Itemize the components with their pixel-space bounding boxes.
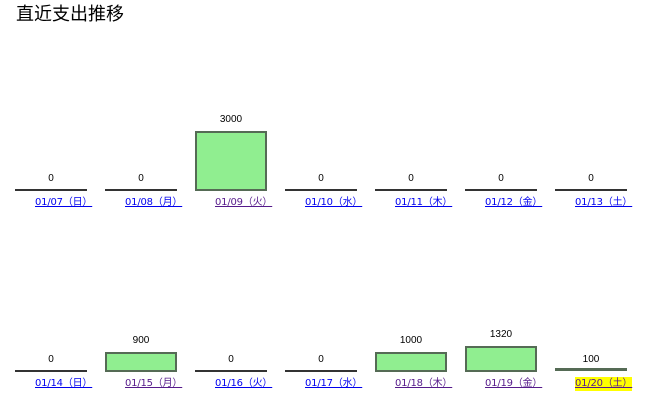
date-link[interactable]: 01/19（金） (485, 378, 543, 389)
spending-bar (105, 352, 177, 372)
date-link[interactable]: 01/09（火） (215, 197, 273, 208)
bar-value-label: 1000 (399, 335, 423, 346)
date-link[interactable]: 01/18（木） (395, 378, 453, 389)
bar-value-label: 0 (318, 354, 324, 365)
date-link[interactable]: 01/07（日） (35, 197, 93, 208)
date-link[interactable]: 01/14（日） (35, 378, 93, 389)
zero-baseline (375, 189, 447, 191)
bar-value-label: 0 (588, 173, 594, 184)
date-link[interactable]: 01/17（水） (305, 378, 363, 389)
bar-value-label: 900 (132, 335, 150, 346)
zero-baseline (15, 370, 87, 372)
bar-value-label: 0 (138, 173, 144, 184)
date-link[interactable]: 01/10（水） (305, 197, 363, 208)
spending-bar (375, 352, 447, 372)
zero-baseline (285, 370, 357, 372)
spending-bar (555, 368, 627, 371)
zero-baseline (195, 370, 267, 372)
date-link[interactable]: 01/15（月） (125, 378, 183, 389)
bar-value-label: 3000 (219, 114, 243, 125)
zero-baseline (15, 189, 87, 191)
zero-baseline (555, 189, 627, 191)
date-link[interactable]: 01/08（月） (125, 197, 183, 208)
bar-value-label: 0 (318, 173, 324, 184)
date-link[interactable]: 01/12（金） (485, 197, 543, 208)
zero-baseline (105, 189, 177, 191)
page-title: 直近支出推移 (16, 4, 124, 25)
bar-value-label: 0 (498, 173, 504, 184)
date-link[interactable]: 01/20（土） (575, 377, 633, 391)
bar-value-label: 100 (582, 354, 600, 365)
zero-baseline (465, 189, 537, 191)
bar-value-label: 0 (48, 173, 54, 184)
bar-value-label: 1320 (489, 329, 513, 340)
zero-baseline (285, 189, 357, 191)
date-link[interactable]: 01/13（土） (575, 197, 633, 208)
bar-value-label: 0 (48, 354, 54, 365)
spending-bar (195, 131, 267, 191)
bar-value-label: 0 (408, 173, 414, 184)
bar-value-label: 0 (228, 354, 234, 365)
spending-bar (465, 346, 537, 372)
date-link[interactable]: 01/16（火） (215, 378, 273, 389)
date-link[interactable]: 01/11（木） (395, 197, 453, 208)
